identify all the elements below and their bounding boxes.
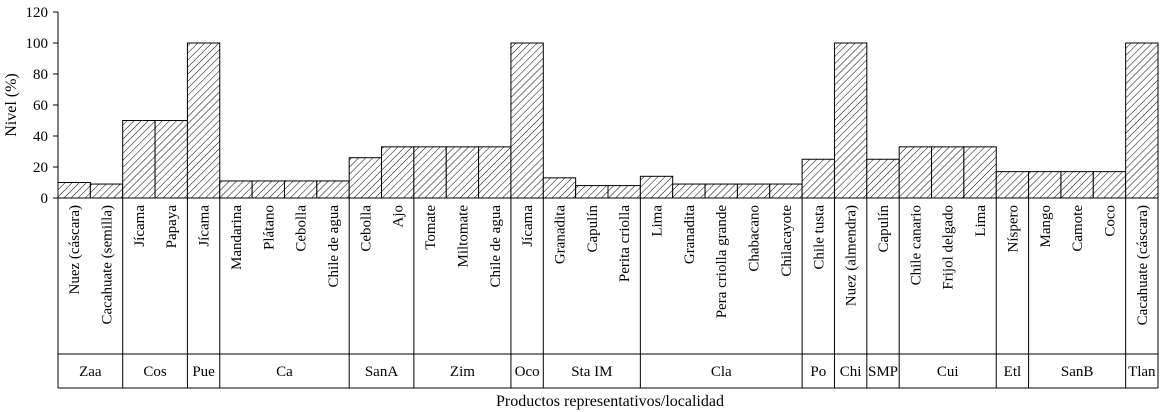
bar [1125, 42, 1159, 199]
category-label: Cebolla [358, 205, 374, 252]
bars [57, 42, 1159, 199]
category-labels: Nuez (cáscara) Cacahuate (semilla) Jícama P… [67, 205, 1156, 380]
bar [445, 146, 480, 199]
category-label: Jícama [520, 205, 536, 247]
category-label: Capulín [585, 205, 601, 253]
category-label: Mandarina [229, 205, 245, 270]
category-label: Lima [650, 205, 666, 237]
category-label: Camote [1070, 205, 1086, 252]
y-tick-label: 120 [26, 5, 49, 21]
bar [833, 42, 868, 199]
bar [963, 146, 997, 199]
category-label: Cacahuate (cáscara) [1135, 205, 1151, 325]
category-label: Miltomate [455, 205, 471, 268]
bar [413, 146, 447, 199]
bar [283, 180, 318, 199]
category-label: Papaya [164, 205, 180, 249]
category-label: Capulín [876, 205, 892, 253]
group-label: SanB [1061, 364, 1094, 380]
bar [931, 146, 965, 199]
bar [866, 158, 900, 199]
bar [316, 180, 350, 199]
group-label: Cla [711, 364, 732, 380]
category-label: Chile de agua [488, 205, 504, 288]
bar [801, 158, 835, 199]
group-label: Cui [937, 364, 959, 380]
category-label: Ajo [391, 205, 407, 228]
y-tick-label: 0 [41, 191, 49, 207]
group-label: Tlan [1128, 364, 1156, 380]
bar [1092, 171, 1127, 199]
bar [672, 183, 706, 199]
category-label: Nuez (cáscara) [67, 205, 83, 295]
category-label: Frijol delgado [941, 205, 957, 290]
group-label: Zaa [79, 364, 102, 380]
category-label: Granadita [682, 205, 698, 264]
category-label: Jícama [197, 205, 213, 247]
bar [575, 185, 609, 199]
bar [510, 42, 544, 199]
group-label: Ca [276, 364, 293, 380]
category-label: Chile canario [908, 205, 924, 285]
category-label: Pera criolla grande [714, 205, 730, 319]
bar [381, 146, 415, 199]
group-label: SanA [365, 364, 399, 380]
category-label: Granadita [552, 205, 568, 264]
category-label: Chabacano [747, 205, 763, 272]
bar [57, 182, 91, 199]
bar [1060, 171, 1094, 199]
axes: 0 20 40 60 80 100 120 [26, 5, 1159, 389]
bar [122, 120, 156, 199]
y-tick-label: 80 [33, 67, 48, 83]
group-label: SMP [868, 364, 898, 380]
bar [186, 42, 221, 199]
bar [154, 120, 188, 199]
bar [542, 177, 577, 199]
category-label: Tomate [423, 205, 439, 250]
y-tick-label: 60 [33, 98, 48, 114]
y-axis-label: Nivel (%) [3, 73, 20, 137]
group-label: Chi [840, 364, 862, 380]
group-label: Sta IM [571, 364, 612, 380]
x-axis-label: Productos representativos/localidad [496, 393, 724, 410]
group-label: Etl [1004, 364, 1022, 380]
bar [995, 171, 1030, 199]
category-label: Coco [1102, 205, 1118, 237]
group-label: Pue [192, 364, 215, 380]
category-label: Cacahuate (semilla) [100, 205, 116, 325]
category-label: Lima [973, 205, 989, 237]
bar [736, 183, 771, 199]
category-label: Plátano [261, 205, 277, 250]
group-label: Oco [515, 364, 540, 380]
bar [898, 146, 933, 199]
bar [89, 183, 124, 199]
category-label: Jícama [132, 205, 148, 247]
category-label: Nuez (almendra) [844, 205, 860, 306]
bar [607, 185, 641, 199]
bar [1028, 171, 1062, 199]
bar [219, 180, 253, 199]
y-tick-label: 100 [26, 36, 49, 52]
bar [348, 157, 383, 199]
group-label: Zim [450, 364, 475, 380]
category-label: Chile de agua [326, 205, 342, 288]
group-label: Cos [143, 364, 167, 380]
bar [478, 146, 512, 199]
bar [251, 180, 285, 199]
category-label: Cebolla [294, 205, 310, 252]
category-label: Chile tusta [811, 205, 827, 270]
y-tick-label: 20 [33, 160, 48, 176]
category-label: Mango [1038, 205, 1054, 248]
bar [704, 183, 738, 199]
y-tick-label: 40 [33, 129, 48, 145]
category-label: Níspero [1005, 205, 1021, 253]
bar [639, 175, 674, 199]
category-label: Perita criolla [617, 205, 633, 282]
group-label: Po [810, 364, 826, 380]
bar [769, 183, 803, 199]
category-label: Chilacayote [779, 205, 795, 277]
